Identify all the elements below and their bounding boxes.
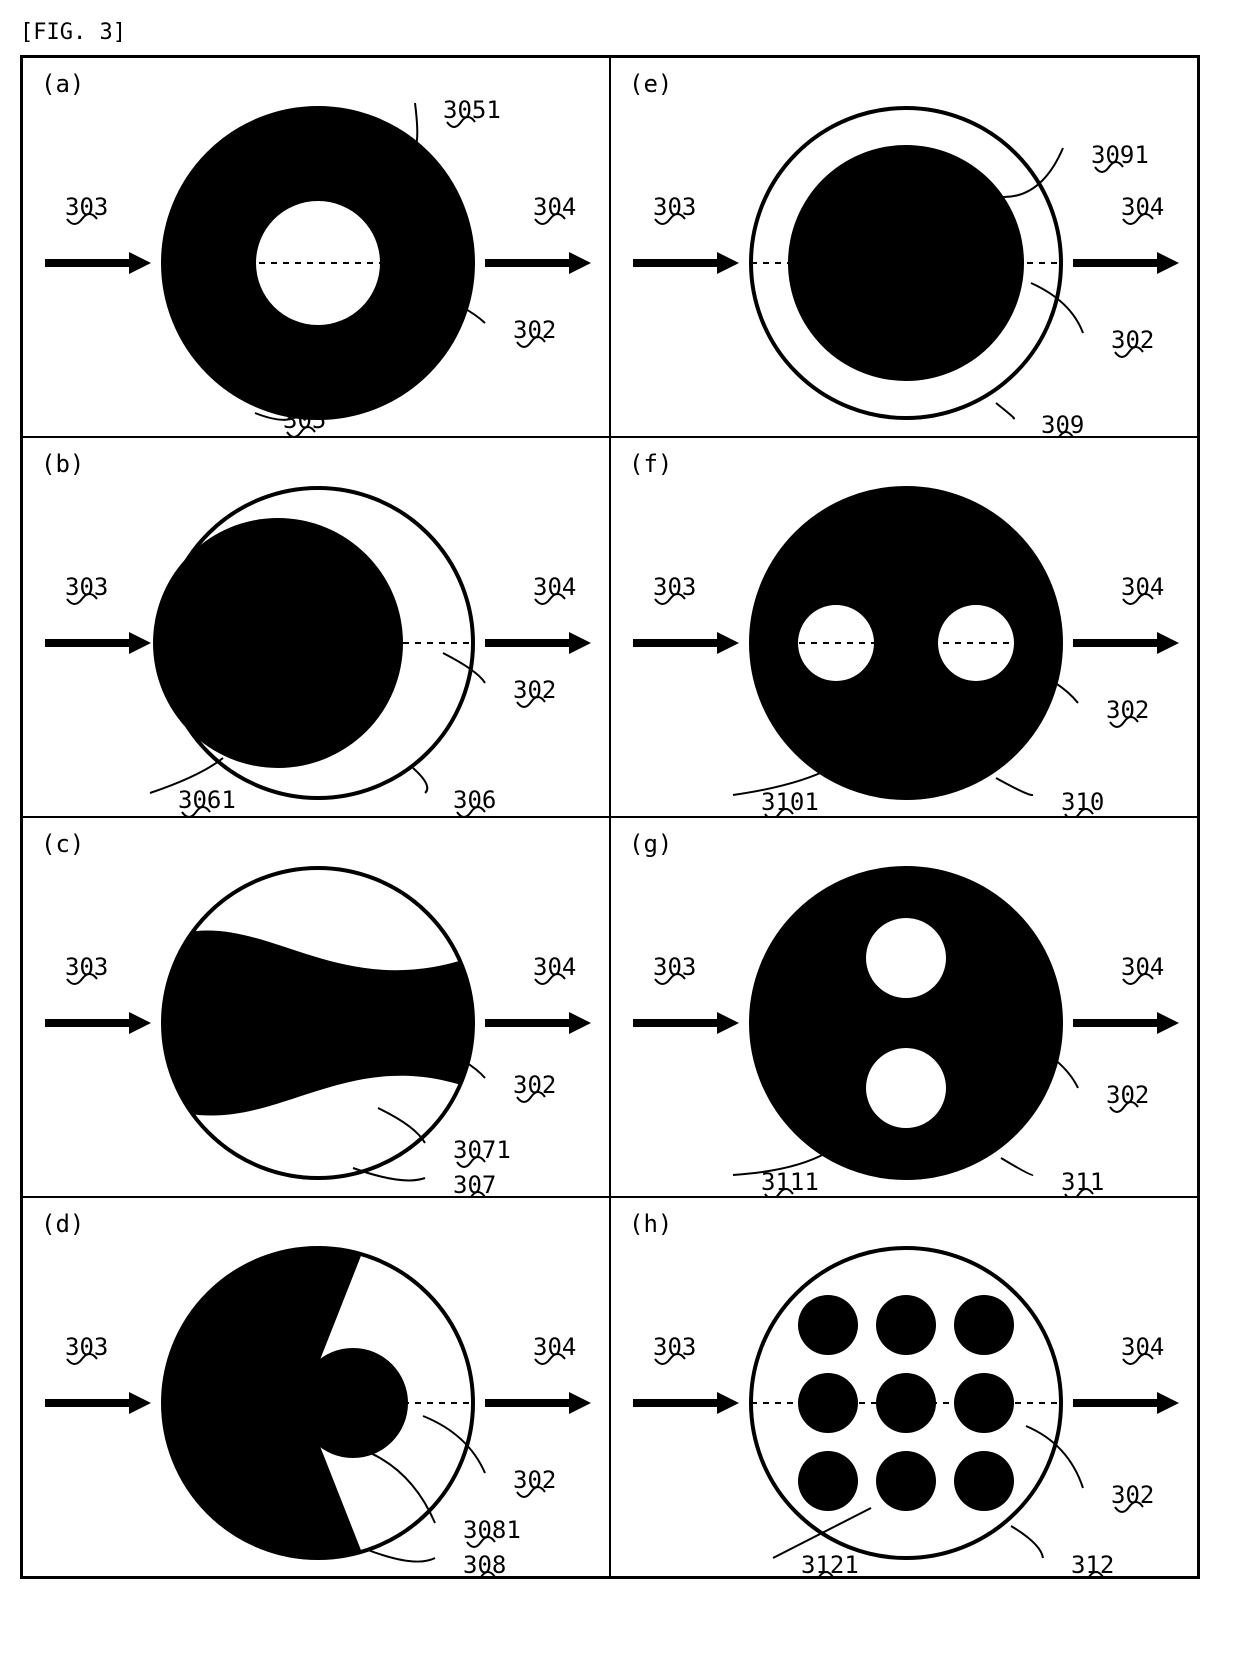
svg-text:303: 303	[653, 573, 696, 601]
svg-text:310: 310	[1061, 788, 1104, 816]
svg-text:304: 304	[533, 193, 576, 221]
panel-h: (h) 303 304 3121312302	[610, 1197, 1198, 1577]
svg-text:303: 303	[65, 953, 108, 981]
panel-a: (a) 303 304 3051305302	[22, 57, 610, 437]
svg-text:304: 304	[1121, 573, 1164, 601]
svg-text:303: 303	[653, 1333, 696, 1361]
panel-svg: 303 304 3121312302	[611, 1198, 1201, 1578]
panel-g: (g) 303 304 3111311302	[610, 817, 1198, 1197]
panel-svg: 303 304 3111311302	[611, 818, 1201, 1198]
panel-c: (c) 303 304 3071307302	[22, 817, 610, 1197]
svg-text:304: 304	[1121, 1333, 1164, 1361]
panel-e: (e) 303 304 3091309302	[610, 57, 1198, 437]
svg-text:303: 303	[65, 1333, 108, 1361]
svg-text:302: 302	[1106, 1081, 1149, 1109]
panel-svg: 303 304 3071307302	[23, 818, 613, 1198]
panel-d: (d) 303 304 3081308302	[22, 1197, 610, 1577]
panel-svg: 303 304 3081308302	[23, 1198, 613, 1578]
panel-svg: 303 304 3061306302	[23, 438, 613, 818]
panel-b: (b) 303 304 3061306302	[22, 437, 610, 817]
svg-text:303: 303	[65, 573, 108, 601]
panel-svg: 303 304 3051305302	[23, 58, 613, 438]
svg-text:303: 303	[653, 193, 696, 221]
svg-text:304: 304	[1121, 193, 1164, 221]
svg-text:306: 306	[453, 786, 496, 814]
svg-text:302: 302	[1111, 1481, 1154, 1509]
svg-text:311: 311	[1061, 1168, 1104, 1196]
svg-text:302: 302	[513, 1071, 556, 1099]
svg-text:302: 302	[1106, 696, 1149, 724]
svg-text:304: 304	[533, 573, 576, 601]
svg-text:304: 304	[533, 953, 576, 981]
svg-text:302: 302	[513, 1466, 556, 1494]
svg-text:304: 304	[1121, 953, 1164, 981]
svg-text:303: 303	[653, 953, 696, 981]
panel-svg: 303 304 3091309302	[611, 58, 1201, 438]
svg-text:303: 303	[65, 193, 108, 221]
svg-text:302: 302	[1111, 326, 1154, 354]
panel-f: (f) 303 304 3101310302	[610, 437, 1198, 817]
panel-grid: (a) 303 304 3051305302 (e) 303 304 30913…	[20, 55, 1200, 1579]
panel-svg: 303 304 3101310302	[611, 438, 1201, 818]
svg-text:302: 302	[513, 316, 556, 344]
svg-text:304: 304	[533, 1333, 576, 1361]
figure-label: [FIG. 3]	[20, 20, 1220, 45]
svg-text:302: 302	[513, 676, 556, 704]
